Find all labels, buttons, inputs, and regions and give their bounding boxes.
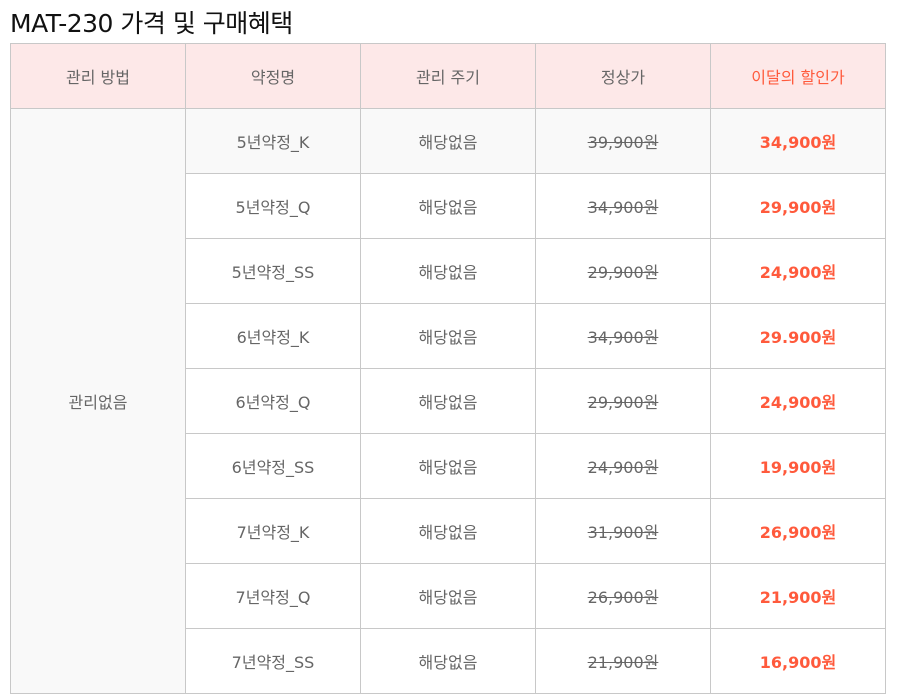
regular-price-cell: 39,900원 (535, 108, 711, 174)
table-row: 관리없음 5년약정_K 해당없음 39,900원 34,900원 (10, 108, 886, 694)
plan-name-cell: 5년약정_K (185, 108, 361, 174)
sale-price-cell: 24,900원 (710, 368, 886, 434)
plan-name-cell: 7년약정_K (185, 498, 361, 564)
header-plan-name: 약정명 (185, 43, 361, 109)
cycle-cell: 해당없음 (360, 563, 536, 629)
regular-price-cell: 21,900원 (535, 628, 711, 694)
plan-name-cell: 6년약정_SS (185, 433, 361, 499)
sale-price-cell: 29.900원 (710, 303, 886, 369)
plan-name-cell: 6년약정_K (185, 303, 361, 369)
sale-price-cell: 24,900원 (710, 238, 886, 304)
regular-price-cell: 31,900원 (535, 498, 711, 564)
cycle-cell: 해당없음 (360, 628, 536, 694)
sale-price-cell: 19,900원 (710, 433, 886, 499)
management-method-cell: 관리없음 (10, 108, 186, 694)
cycle-cell: 해당없음 (360, 433, 536, 499)
cycle-cell: 해당없음 (360, 238, 536, 304)
plan-name-cell: 5년약정_Q (185, 173, 361, 239)
table-row: 7년약정_Q 해당없음 26,900원 21,900원 (11, 563, 886, 629)
plan-name-cell: 7년약정_Q (185, 563, 361, 629)
regular-price-cell: 29,900원 (535, 368, 711, 434)
table-row: 7년약정_K 해당없음 31,900원 26,900원 (11, 498, 886, 564)
plan-name-cell: 5년약정_SS (185, 238, 361, 304)
cycle-cell: 해당없음 (360, 303, 536, 369)
table-row: 6년약정_SS 해당없음 24,900원 19,900원 (11, 433, 886, 499)
regular-price-cell: 29,900원 (535, 238, 711, 304)
page-title: MAT-230 가격 및 구매혜택 (10, 9, 293, 38)
table-row: 5년약정_Q 해당없음 34,900원 29,900원 (11, 173, 886, 239)
sale-price-cell: 16,900원 (710, 628, 886, 694)
header-management-method: 관리 방법 (10, 43, 186, 109)
cycle-cell: 해당없음 (360, 108, 536, 174)
header-regular-price: 정상가 (535, 43, 711, 109)
header-management-cycle: 관리 주기 (360, 43, 536, 109)
regular-price-cell: 34,900원 (535, 303, 711, 369)
sale-price-cell: 34,900원 (710, 108, 886, 174)
table-row: 6년약정_Q 해당없음 29,900원 24,900원 (11, 368, 886, 434)
table-header-row: 관리 방법 약정명 관리 주기 정상가 이달의 할인가 (10, 43, 886, 109)
cycle-cell: 해당없음 (360, 498, 536, 564)
regular-price-cell: 26,900원 (535, 563, 711, 629)
table-row: 6년약정_K 해당없음 34,900원 29.900원 (11, 303, 886, 369)
header-sale-price: 이달의 할인가 (710, 43, 886, 109)
plan-name-cell: 6년약정_Q (185, 368, 361, 434)
plan-name-cell: 7년약정_SS (185, 628, 361, 694)
table-row: 5년약정_SS 해당없음 29,900원 24,900원 (11, 238, 886, 304)
cycle-cell: 해당없음 (360, 173, 536, 239)
price-table: 관리 방법 약정명 관리 주기 정상가 이달의 할인가 관리없음 5년약정_K 해당… (10, 43, 886, 694)
table-row: 7년약정_SS 해당없음 21,900원 16,900원 (11, 628, 886, 694)
sale-price-cell: 29,900원 (710, 173, 886, 239)
regular-price-cell: 34,900원 (535, 173, 711, 239)
cycle-cell: 해당없음 (360, 368, 536, 434)
sale-price-cell: 21,900원 (710, 563, 886, 629)
sale-price-cell: 26,900원 (710, 498, 886, 564)
regular-price-cell: 24,900원 (535, 433, 711, 499)
